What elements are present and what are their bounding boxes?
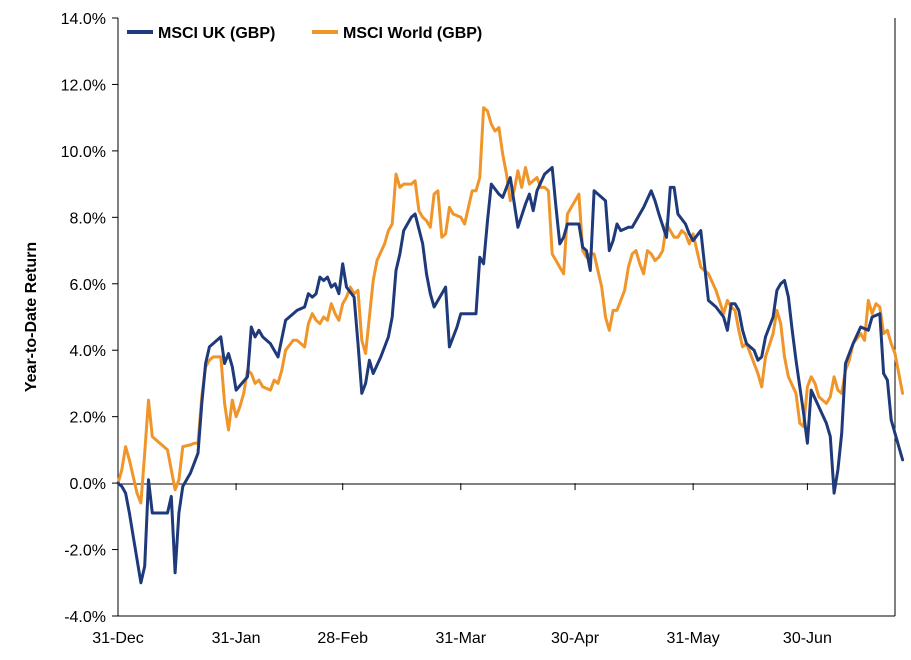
x-tick-label: 31-May bbox=[666, 630, 719, 647]
x-tick-label: 30-Apr bbox=[551, 630, 600, 647]
series-line-msci-world bbox=[116, 106, 905, 505]
legend-label-msci-uk: MSCI UK (GBP) bbox=[158, 25, 275, 42]
x-tick-label: 31-Jan bbox=[212, 630, 261, 647]
axes bbox=[117, 18, 896, 617]
y-tick-label: 10.0% bbox=[61, 144, 106, 161]
y-tick-label: -4.0% bbox=[64, 609, 106, 626]
series-line-msci-uk bbox=[116, 166, 905, 585]
x-tick-label: 30-Jun bbox=[783, 630, 832, 647]
legend-label-msci-world: MSCI World (GBP) bbox=[343, 25, 482, 42]
y-tick-label: 4.0% bbox=[70, 343, 106, 360]
series-group bbox=[116, 106, 905, 585]
legend: MSCI UK (GBP) MSCI World (GBP) bbox=[127, 25, 482, 42]
y-tick-label: 8.0% bbox=[70, 210, 106, 227]
x-ticks: 31-Dec 31-Jan 28-Feb 31-Mar 30-Apr 31-May 30-J… bbox=[92, 483, 832, 647]
y-tick-label: 0.0% bbox=[70, 476, 106, 493]
y-tick-label: 6.0% bbox=[70, 277, 106, 294]
y-axis-title: Year-to-Date Return bbox=[23, 242, 40, 392]
y-tick-label: 12.0% bbox=[61, 77, 106, 94]
x-tick-label: 28-Feb bbox=[317, 630, 368, 647]
x-tick-label: 31-Dec bbox=[92, 630, 144, 647]
y-ticks: 14.0% 12.0% 10.0% 8.0% 6.0% 4.0% 2.0% 0.0% -2.0%… bbox=[61, 11, 118, 626]
y-tick-label: 2.0% bbox=[70, 410, 106, 427]
x-tick-label: 31-Mar bbox=[435, 630, 486, 647]
y-tick-label: -2.0% bbox=[64, 543, 106, 560]
y-tick-label: 14.0% bbox=[61, 11, 106, 28]
